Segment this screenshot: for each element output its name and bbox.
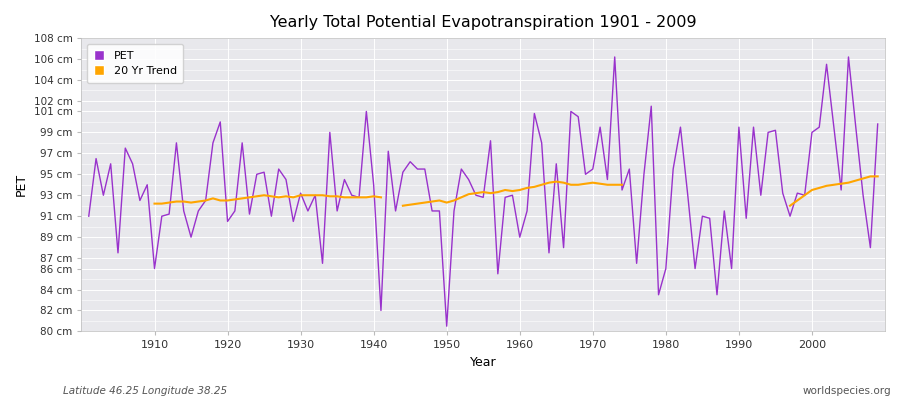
Y-axis label: PET: PET xyxy=(15,173,28,196)
Text: worldspecies.org: worldspecies.org xyxy=(803,386,891,396)
Legend: PET, 20 Yr Trend: PET, 20 Yr Trend xyxy=(87,44,184,83)
Title: Yearly Total Potential Evapotranspiration 1901 - 2009: Yearly Total Potential Evapotranspiratio… xyxy=(270,15,697,30)
X-axis label: Year: Year xyxy=(470,356,497,369)
Text: Latitude 46.25 Longitude 38.25: Latitude 46.25 Longitude 38.25 xyxy=(63,386,227,396)
